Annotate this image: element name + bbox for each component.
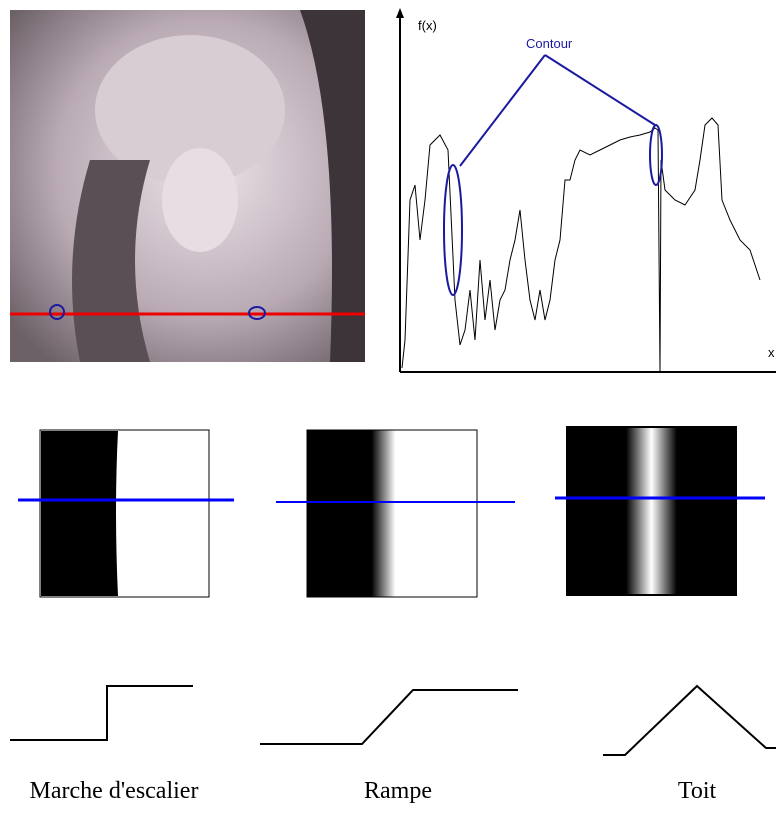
- profile-graph: f(x) Contour x: [396, 8, 776, 372]
- roof-profile: [603, 686, 776, 755]
- step-profile: [10, 686, 193, 740]
- ramp-profile: [260, 690, 518, 744]
- edge-label: Rampe: [364, 778, 432, 804]
- annotation: Contour: [526, 36, 573, 51]
- figure: f(x) Contour x Marche d'escalier Rampe T…: [0, 0, 776, 814]
- roof-image: [555, 427, 765, 595]
- photo: [10, 10, 365, 362]
- edge-label: Marche d'escalier: [30, 778, 199, 804]
- step-image: [18, 430, 234, 597]
- x-axis-label: x: [768, 345, 775, 360]
- edge-label: Toit: [678, 778, 717, 804]
- ramp-image: [276, 430, 515, 597]
- y-axis-label: f(x): [418, 18, 437, 33]
